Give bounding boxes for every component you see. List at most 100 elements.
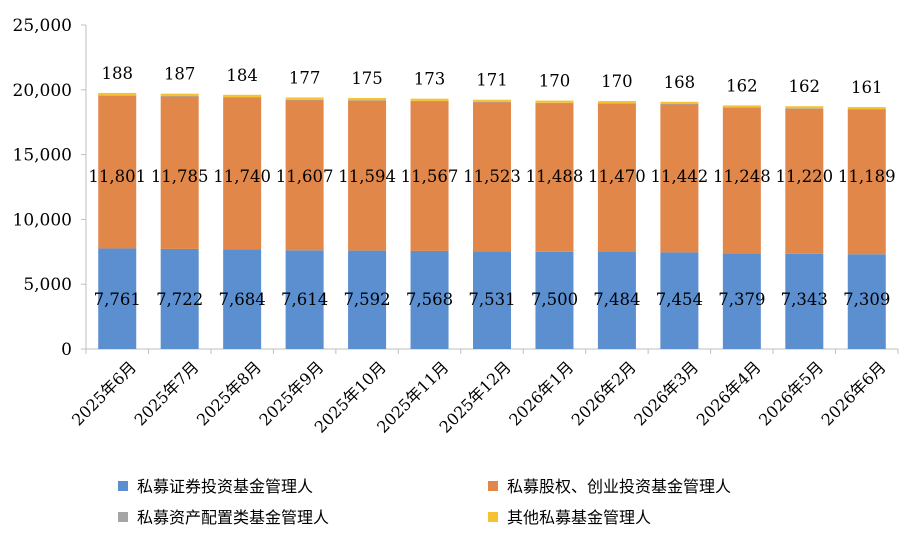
bar-segment — [98, 248, 137, 349]
bar-segment — [847, 109, 886, 255]
bar-segment — [285, 250, 324, 349]
bar-segment — [785, 108, 824, 109]
data-label: 177 — [289, 68, 321, 87]
bar-segment — [473, 99, 511, 102]
data-label: 7,614 — [281, 290, 328, 309]
bar-segment — [223, 94, 262, 98]
data-label: 11,248 — [713, 167, 771, 186]
bar-segment — [98, 95, 137, 249]
legend-swatch — [118, 481, 128, 491]
x-tick-label: 2026年3月 — [630, 357, 702, 429]
legend-swatch — [488, 481, 498, 491]
data-label: 168 — [664, 73, 696, 92]
bar-segment — [410, 100, 449, 102]
data-label: 187 — [164, 65, 196, 84]
bar-segment — [473, 251, 511, 349]
data-label: 7,568 — [406, 290, 453, 309]
data-label: 7,531 — [468, 290, 515, 309]
data-label: 171 — [476, 71, 508, 90]
bar-segment — [722, 105, 761, 108]
data-label: 7,761 — [94, 290, 141, 309]
bar-segment — [348, 250, 387, 349]
data-label: 11,442 — [651, 167, 709, 186]
bar-segment — [535, 102, 574, 252]
legend-swatch — [118, 512, 128, 522]
data-label: 7,379 — [718, 290, 765, 309]
data-label: 11,488 — [526, 167, 584, 186]
bar-segment — [223, 97, 262, 98]
bar-segment — [348, 100, 387, 251]
y-tick-label: 10,000 — [13, 210, 72, 230]
data-label: 7,684 — [219, 290, 266, 309]
y-tick-label: 0 — [61, 340, 72, 360]
bar-segment — [597, 101, 636, 104]
data-label: 7,454 — [656, 290, 703, 309]
legend-swatch — [488, 512, 498, 522]
bar-segment — [847, 109, 886, 110]
bar-segment — [847, 254, 886, 349]
y-tick-label: 5,000 — [23, 275, 72, 295]
bar-segment — [660, 103, 699, 105]
data-label: 11,594 — [338, 167, 396, 186]
data-label: 188 — [101, 64, 133, 83]
bar-segment — [535, 102, 574, 104]
bar-segment — [847, 107, 886, 110]
y-tick-label: 15,000 — [13, 146, 72, 166]
bar-segment — [410, 98, 449, 101]
x-tick-label: 2026年5月 — [755, 357, 827, 429]
data-label: 175 — [351, 69, 383, 88]
data-label: 11,567 — [401, 167, 459, 186]
x-tick-label: 2025年7月 — [130, 357, 202, 429]
bar-segment — [660, 101, 699, 104]
data-label: 11,785 — [151, 167, 209, 186]
data-label: 161 — [851, 78, 883, 97]
legend-label: 私募证券投资基金管理人 — [137, 477, 313, 496]
data-label: 170 — [601, 72, 633, 91]
y-tick-label: 25,000 — [13, 16, 72, 36]
bar-segment — [473, 102, 511, 252]
data-label: 7,500 — [531, 290, 578, 309]
bar-segment — [285, 97, 324, 100]
bar-segment — [597, 103, 636, 104]
bar-segment — [160, 96, 199, 97]
bar-segment — [597, 252, 636, 349]
bar-segment — [722, 107, 761, 254]
bar-segment — [722, 253, 761, 349]
bar-segment — [785, 108, 824, 254]
data-label: 162 — [726, 76, 758, 95]
x-tick-label: 2025年8月 — [193, 357, 265, 429]
bar-segment — [285, 99, 324, 251]
legend-label: 私募股权、创业投资基金管理人 — [507, 477, 731, 496]
bar-segment — [160, 93, 199, 97]
y-tick-label: 20,000 — [13, 81, 72, 101]
data-label: 11,523 — [463, 167, 521, 186]
bar-segment — [160, 248, 199, 349]
bar-segment — [410, 250, 449, 349]
data-label: 7,722 — [156, 290, 203, 309]
x-tick-label: 2026年6月 — [818, 357, 890, 429]
data-label: 184 — [226, 66, 258, 85]
bar-segment — [223, 249, 262, 349]
bar-segment — [285, 99, 324, 101]
bar-segment — [660, 104, 699, 253]
bar-segment — [348, 100, 387, 101]
x-tick-label: 2026年4月 — [693, 357, 765, 429]
x-tick-label: 2025年6月 — [68, 357, 140, 429]
data-label: 11,470 — [588, 167, 646, 186]
data-label: 11,220 — [775, 167, 833, 186]
legend-label: 其他私募基金管理人 — [507, 508, 651, 527]
bar-segment — [660, 252, 699, 349]
data-label: 11,801 — [88, 167, 146, 186]
x-tick-label: 2026年2月 — [568, 357, 640, 429]
data-label: 11,740 — [213, 167, 271, 186]
bar-segment — [160, 96, 199, 249]
legend-label: 私募资产配置类基金管理人 — [137, 508, 329, 527]
data-label: 162 — [789, 77, 821, 96]
data-label: 170 — [539, 72, 571, 91]
data-label: 11,189 — [838, 167, 896, 186]
bar-segment — [223, 97, 262, 250]
x-tick-label: 2026年1月 — [505, 357, 577, 429]
bar-segment — [722, 107, 761, 109]
data-label: 7,309 — [843, 290, 890, 309]
